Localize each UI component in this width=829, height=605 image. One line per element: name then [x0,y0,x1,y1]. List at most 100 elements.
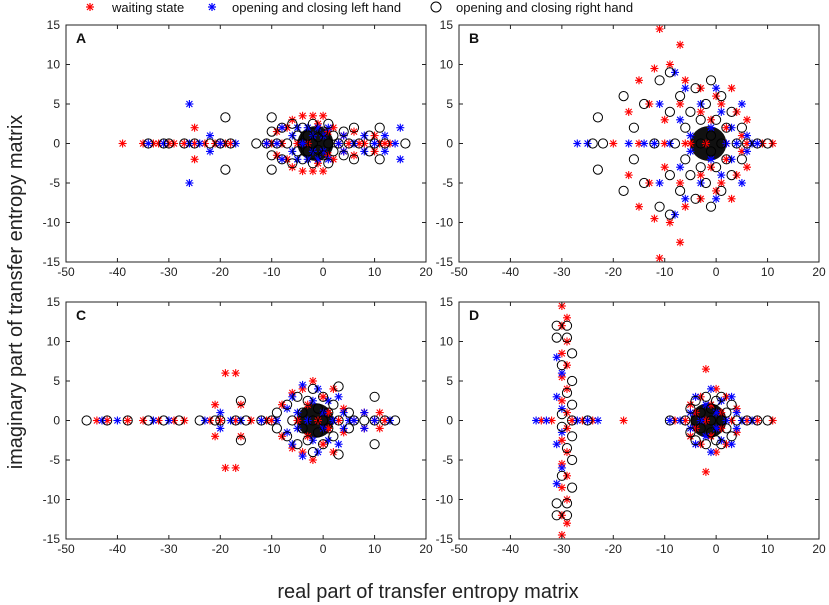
legend: waiting state opening and closing left h… [86,0,633,15]
point [220,112,231,123]
point [635,202,643,211]
point [287,118,298,129]
point [712,194,721,203]
point [655,100,664,108]
point [210,415,221,426]
point [567,431,578,442]
x-tick-label: 10 [761,265,775,279]
point [266,150,277,161]
point [329,416,338,425]
point [319,392,328,401]
point [359,415,370,426]
point [334,392,343,401]
point [680,154,691,165]
point [743,131,751,140]
legend-label-left-hand: opening and closing left hand [232,0,401,15]
point [707,123,715,132]
y-tick-label: 15 [440,18,454,32]
point [292,130,303,141]
markers-c [81,369,401,472]
point [190,123,199,132]
point [583,416,592,425]
point [676,179,685,187]
point [567,454,578,466]
point [686,131,695,140]
point [374,154,385,165]
point [743,147,751,156]
point [639,98,650,110]
point [743,115,751,124]
point [308,111,317,120]
point [552,353,561,362]
point [587,138,598,149]
point [103,416,112,425]
point [158,415,169,426]
point [707,155,715,164]
point [266,112,277,123]
point [297,407,308,418]
y-tick-label: 0 [53,414,60,428]
point [318,150,329,161]
point [293,424,302,433]
y-tick-label: -5 [442,176,453,190]
point [721,423,732,434]
markers-b [573,25,777,262]
point [690,395,701,406]
markers-a [118,100,411,187]
x-tick-label: -40 [502,542,520,556]
point [348,154,360,165]
point [664,67,676,78]
point [319,440,328,449]
point [396,123,405,132]
point [557,369,566,378]
x-tick-label: -10 [263,542,281,556]
point [328,431,339,442]
point [297,154,308,165]
y-tick-label: 10 [47,335,61,349]
point [369,138,380,149]
point [272,151,281,160]
point [753,416,762,425]
y-tick-label: -10 [436,493,454,507]
x-tick-label: -40 [109,542,127,556]
point [272,139,281,148]
point [681,76,690,85]
point [726,106,737,118]
x-tick-label: 10 [368,542,382,556]
point [712,92,721,101]
y-tick-label: 15 [47,295,61,309]
markers-d [532,302,777,539]
point [312,144,324,155]
point [727,123,736,132]
point [370,416,379,425]
point [297,138,308,149]
point [288,147,297,156]
point [370,131,379,140]
point [567,399,578,410]
point [257,416,266,425]
point [737,100,746,108]
x-tick-label: -40 [502,265,520,279]
point [660,115,669,124]
y-tick-label: -5 [49,176,60,190]
point [400,138,411,149]
point [323,138,334,149]
point [567,348,578,359]
point [705,427,717,438]
point [712,408,721,417]
point [231,416,240,425]
point [639,177,650,189]
point [350,416,358,425]
point [551,498,562,509]
point [592,164,604,175]
x-axis-title: real part of transfer entropy matrix [277,581,578,603]
legend-label-waiting-state: waiting state [111,0,184,15]
x-tick-label: -20 [212,265,230,279]
point [665,218,674,227]
point [288,131,297,140]
point [236,416,245,425]
point [681,202,690,211]
y-tick-label: 5 [53,374,60,388]
point [282,431,293,442]
